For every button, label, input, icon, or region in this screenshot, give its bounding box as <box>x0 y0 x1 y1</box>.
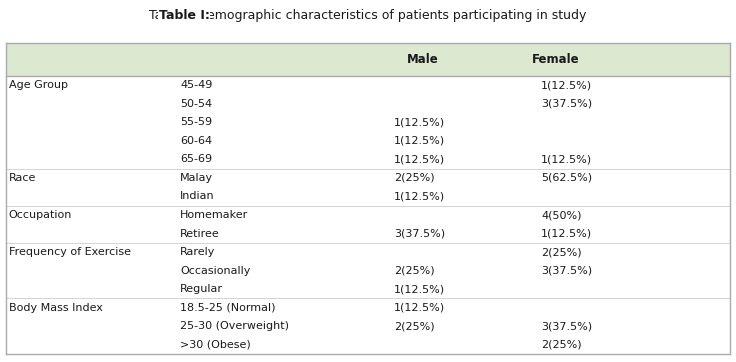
Text: 60-64: 60-64 <box>180 136 213 146</box>
Text: 2(25%): 2(25%) <box>541 247 581 257</box>
Text: Occupation: Occupation <box>9 210 72 220</box>
Text: Malay: Malay <box>180 173 213 183</box>
Text: Table I: Demographic characteristics of patients participating in study: Table I: Demographic characteristics of … <box>149 9 587 22</box>
Text: 3(37.5%): 3(37.5%) <box>394 228 445 239</box>
Text: 5(62.5%): 5(62.5%) <box>541 173 592 183</box>
Text: 50-54: 50-54 <box>180 99 213 109</box>
Text: >30 (Obese): >30 (Obese) <box>180 340 251 350</box>
Text: 1(12.5%): 1(12.5%) <box>541 228 592 239</box>
Text: Male: Male <box>407 53 439 66</box>
Text: 2(25%): 2(25%) <box>394 266 434 275</box>
Text: Indian: Indian <box>180 191 215 202</box>
Text: 1(12.5%): 1(12.5%) <box>394 191 445 202</box>
Text: 1(12.5%): 1(12.5%) <box>541 155 592 164</box>
Text: 2(25%): 2(25%) <box>541 340 581 350</box>
Text: 3(37.5%): 3(37.5%) <box>541 99 592 109</box>
Text: Homemaker: Homemaker <box>180 210 249 220</box>
Text: Frequency of Exercise: Frequency of Exercise <box>9 247 131 257</box>
Text: Female: Female <box>532 53 579 66</box>
Text: 1(12.5%): 1(12.5%) <box>394 136 445 146</box>
Text: 1(12.5%): 1(12.5%) <box>394 117 445 127</box>
Text: Regular: Regular <box>180 284 223 294</box>
Text: Race: Race <box>9 173 36 183</box>
Text: Body Mass Index: Body Mass Index <box>9 303 103 313</box>
Text: Table I:: Table I: <box>158 9 209 22</box>
Text: 1(12.5%): 1(12.5%) <box>394 155 445 164</box>
Text: 3(37.5%): 3(37.5%) <box>541 266 592 275</box>
Text: 2(25%): 2(25%) <box>394 321 434 331</box>
Text: 25-30 (Overweight): 25-30 (Overweight) <box>180 321 289 331</box>
Bar <box>6 43 730 76</box>
Text: 1(12.5%): 1(12.5%) <box>394 284 445 294</box>
Text: 45-49: 45-49 <box>180 80 213 90</box>
Text: 1(12.5%): 1(12.5%) <box>541 80 592 90</box>
Text: Occasionally: Occasionally <box>180 266 251 275</box>
Text: 65-69: 65-69 <box>180 155 213 164</box>
Text: 2(25%): 2(25%) <box>394 173 434 183</box>
Text: 3(37.5%): 3(37.5%) <box>541 321 592 331</box>
Text: 1(12.5%): 1(12.5%) <box>394 303 445 313</box>
Text: 18.5-25 (Normal): 18.5-25 (Normal) <box>180 303 276 313</box>
Text: 55-59: 55-59 <box>180 117 213 127</box>
Text: Rarely: Rarely <box>180 247 216 257</box>
Text: 4(50%): 4(50%) <box>541 210 581 220</box>
Text: Retiree: Retiree <box>180 228 220 239</box>
Text: Age Group: Age Group <box>9 80 68 90</box>
